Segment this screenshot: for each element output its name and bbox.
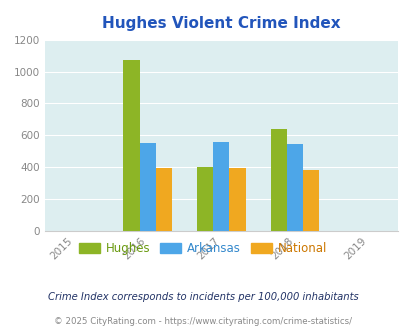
Text: © 2025 CityRating.com - https://www.cityrating.com/crime-statistics/: © 2025 CityRating.com - https://www.city… [54, 317, 351, 326]
Bar [229, 168, 245, 231]
Text: Crime Index corresponds to incidents per 100,000 inhabitants: Crime Index corresponds to incidents per… [47, 292, 358, 302]
Bar [196, 167, 213, 231]
Legend: Hughes, Arkansas, National: Hughes, Arkansas, National [74, 237, 331, 260]
Bar [213, 142, 229, 231]
Bar [139, 143, 156, 231]
Bar [270, 129, 286, 231]
Bar [302, 170, 318, 231]
Bar [286, 144, 302, 231]
Bar [156, 168, 172, 231]
Title: Hughes Violent Crime Index: Hughes Violent Crime Index [102, 16, 340, 31]
Bar [123, 60, 139, 231]
